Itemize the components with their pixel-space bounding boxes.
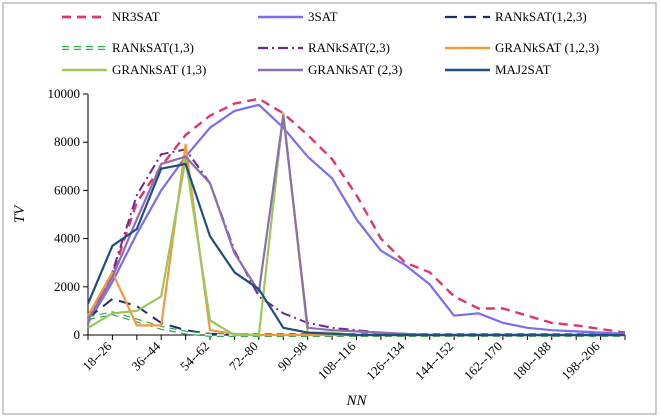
- legend-ranksat-1-2-3-label: RANkSAT(1,2,3): [495, 9, 587, 24]
- y-tick-label: 2000: [54, 279, 80, 294]
- legend-nr3sat-label: NR3SAT: [112, 9, 160, 24]
- y-tick-label: 10000: [48, 86, 81, 101]
- y-tick-label: 8000: [54, 134, 80, 149]
- series-3sat: [87, 103, 626, 335]
- x-tick-label: 72--80: [226, 339, 261, 374]
- legend-granksat-1-2-3-label: GRANkSAT (1,2,3): [495, 40, 599, 55]
- x-tick-label: 36--44: [128, 338, 163, 373]
- x-tick-label: 162--170: [461, 339, 505, 383]
- legend: NR3SAT 3SAT RANkSAT(1,2,3) RANkSAT(1,3) RANk…: [62, 9, 599, 77]
- legend-ranksat-1-3-label: RANkSAT(1,3): [112, 40, 194, 55]
- x-tick-label: 108--116: [315, 338, 359, 382]
- legend-3sat-label: 3SAT: [308, 9, 338, 24]
- series-granksat-2-3: [87, 114, 625, 337]
- y-tick-label: 6000: [54, 182, 80, 197]
- x-tick-label: 198--206: [558, 338, 603, 383]
- legend-ranksat-2-3-label: RANkSAT(2,3): [308, 40, 390, 55]
- y-tick-label: 4000: [54, 231, 80, 246]
- x-tick-label: 18--26: [79, 338, 114, 373]
- series-granksat-1-2-3: [87, 143, 625, 337]
- x-axis-title: NN: [345, 393, 367, 409]
- x-tick-label: 54--62: [177, 339, 212, 374]
- y-axis-title: TV: [12, 204, 28, 223]
- x-tick-label: 144--152: [412, 339, 456, 383]
- legend-granksat-1-3-label: GRANkSAT (1,3): [112, 62, 206, 77]
- series-ranksat-2-3: [87, 148, 625, 336]
- x-tick-label: 126--134: [363, 338, 408, 383]
- series-maj2sat: [86, 162, 625, 337]
- series-granksat-1-3: [87, 112, 625, 337]
- x-tick-label: 180--188: [510, 339, 554, 383]
- series-group: [86, 97, 626, 337]
- x-tick-label: 90--98: [275, 339, 310, 374]
- series-nr3sat: [86, 97, 626, 334]
- legend-granksat-2-3-label: GRANkSAT (2,3): [308, 62, 402, 77]
- legend-maj2sat-label: MAJ2SAT: [495, 62, 551, 77]
- y-tick-label: 0: [74, 327, 81, 342]
- axes: 0 2000 4000 6000 8000 10000 18--26 36--44 54--62…: [48, 86, 626, 383]
